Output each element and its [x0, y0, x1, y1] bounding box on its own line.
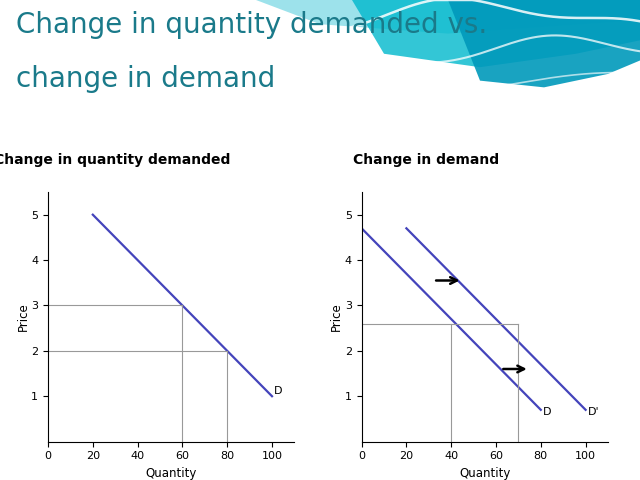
Text: change in demand: change in demand: [16, 64, 275, 93]
Polygon shape: [448, 0, 640, 87]
Text: D: D: [543, 407, 552, 417]
Y-axis label: Price: Price: [330, 302, 344, 331]
Text: Change in quantity demanded: Change in quantity demanded: [0, 153, 230, 168]
Polygon shape: [256, 0, 640, 34]
Text: Change in quantity demanded vs.: Change in quantity demanded vs.: [16, 11, 487, 39]
X-axis label: Quantity: Quantity: [459, 467, 511, 480]
Text: Change in demand: Change in demand: [353, 153, 499, 168]
Y-axis label: Price: Price: [17, 302, 30, 331]
Text: D': D': [588, 407, 600, 417]
Polygon shape: [352, 0, 640, 67]
Text: D: D: [275, 386, 283, 396]
X-axis label: Quantity: Quantity: [145, 467, 197, 480]
